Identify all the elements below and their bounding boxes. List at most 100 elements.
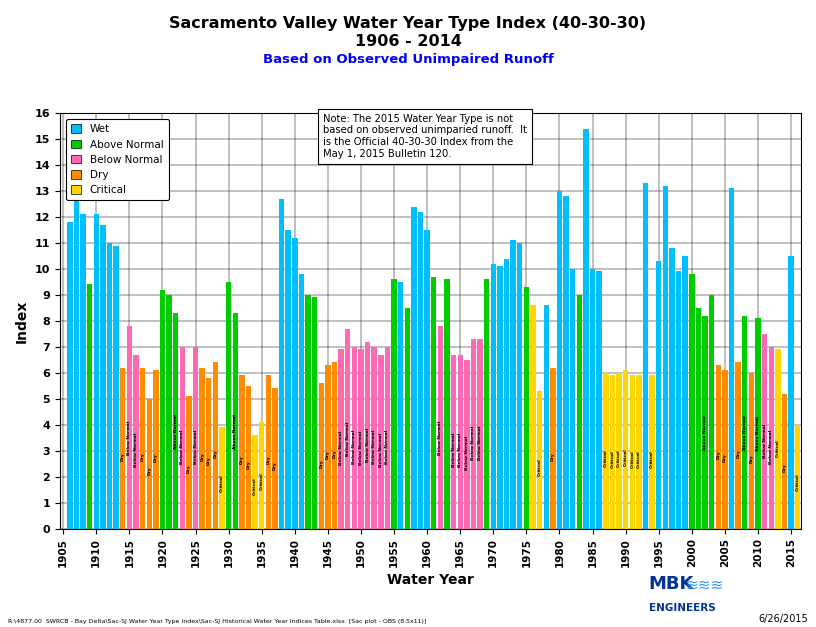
- Text: Below Normal: Below Normal: [769, 429, 774, 464]
- Text: Dry: Dry: [140, 452, 144, 461]
- Text: Note: The 2015 Water Year Type is not
based on observed unimparied runoff.  It
i: Note: The 2015 Water Year Type is not ba…: [323, 114, 527, 159]
- Bar: [345, 329, 350, 529]
- Bar: [775, 349, 781, 529]
- Bar: [206, 378, 211, 529]
- Legend: Wet, Above Normal, Below Normal, Dry, Critical: Wet, Above Normal, Below Normal, Dry, Cr…: [66, 119, 169, 201]
- Bar: [735, 362, 741, 529]
- Text: Dry: Dry: [723, 453, 727, 461]
- Bar: [689, 274, 694, 529]
- Text: Critical: Critical: [538, 458, 542, 475]
- Text: ENGINEERS: ENGINEERS: [649, 603, 716, 613]
- Bar: [610, 376, 615, 529]
- Bar: [643, 183, 648, 529]
- Text: Critical: Critical: [617, 450, 621, 467]
- Bar: [503, 258, 509, 529]
- Text: Above Normal: Above Normal: [703, 416, 707, 450]
- Text: Dry: Dry: [326, 451, 330, 460]
- Bar: [220, 428, 224, 529]
- Bar: [392, 279, 397, 529]
- Bar: [226, 282, 232, 529]
- Bar: [352, 347, 357, 529]
- Bar: [703, 315, 707, 529]
- Text: MBK: MBK: [649, 574, 694, 593]
- Bar: [636, 376, 641, 529]
- Bar: [557, 191, 562, 529]
- Text: Critical: Critical: [650, 451, 654, 468]
- Text: 1906 - 2014: 1906 - 2014: [355, 34, 461, 50]
- Bar: [669, 248, 675, 529]
- Bar: [471, 339, 477, 529]
- Text: Dry: Dry: [332, 450, 336, 458]
- Bar: [398, 282, 403, 529]
- Text: Below Normal: Below Normal: [193, 429, 197, 464]
- Text: Based on Observed Unimpaired Runoff: Based on Observed Unimpaired Runoff: [263, 53, 553, 66]
- Bar: [166, 295, 172, 529]
- Text: Below Normal: Below Normal: [127, 420, 131, 455]
- Text: Dry: Dry: [736, 450, 740, 458]
- Text: Dry: Dry: [214, 450, 217, 458]
- Bar: [676, 271, 681, 529]
- Bar: [477, 339, 483, 529]
- Bar: [411, 206, 417, 529]
- Bar: [384, 347, 390, 529]
- Text: Critical: Critical: [253, 478, 257, 495]
- Bar: [517, 243, 522, 529]
- Text: Above Normal: Above Normal: [756, 416, 760, 451]
- Bar: [682, 256, 688, 529]
- Text: Below Normal: Below Normal: [134, 433, 138, 468]
- Text: Critical: Critical: [796, 473, 800, 491]
- Bar: [279, 199, 284, 529]
- Bar: [140, 367, 145, 529]
- Bar: [126, 326, 132, 529]
- Bar: [266, 376, 271, 529]
- Bar: [292, 238, 298, 529]
- Bar: [80, 214, 86, 529]
- Bar: [437, 326, 443, 529]
- Bar: [67, 222, 73, 529]
- Bar: [451, 355, 456, 529]
- Text: Dry: Dry: [716, 451, 721, 460]
- Bar: [305, 295, 311, 529]
- Bar: [788, 256, 794, 529]
- Bar: [497, 266, 503, 529]
- Text: Below Normal: Below Normal: [346, 421, 350, 456]
- Text: Dry: Dry: [246, 460, 251, 469]
- Bar: [590, 269, 596, 529]
- Bar: [623, 370, 628, 529]
- Text: Below Normal: Below Normal: [763, 424, 766, 458]
- Bar: [795, 424, 800, 529]
- Bar: [596, 271, 602, 529]
- Bar: [722, 370, 728, 529]
- Bar: [696, 308, 701, 529]
- Bar: [405, 308, 410, 529]
- Text: Above Normal: Above Normal: [174, 414, 178, 449]
- Text: R:\4877.00  SWRCB - Bay Delta\Sac-SJ Water Year Type Index\Sac-SJ Historical Wat: R:\4877.00 SWRCB - Bay Delta\Sac-SJ Wate…: [8, 619, 427, 624]
- Bar: [286, 230, 290, 529]
- Bar: [616, 373, 622, 529]
- Bar: [570, 269, 575, 529]
- Text: Critical: Critical: [259, 472, 264, 490]
- Y-axis label: Index: Index: [15, 299, 29, 342]
- Bar: [709, 295, 714, 529]
- Text: Below Normal: Below Normal: [465, 436, 469, 470]
- Bar: [173, 313, 179, 529]
- Text: Critical: Critical: [776, 439, 780, 457]
- Text: ≋≋≋: ≋≋≋: [685, 577, 724, 593]
- Text: Below Normal: Below Normal: [372, 429, 376, 464]
- Bar: [729, 188, 734, 529]
- Bar: [252, 435, 258, 529]
- Bar: [100, 224, 105, 529]
- Bar: [484, 279, 490, 529]
- Text: Below Normal: Below Normal: [353, 429, 357, 464]
- Bar: [213, 362, 218, 529]
- Text: Below Normal: Below Normal: [366, 428, 370, 461]
- Bar: [180, 347, 185, 529]
- Bar: [133, 355, 139, 529]
- Bar: [73, 165, 79, 529]
- Text: Below Normal: Below Normal: [385, 429, 389, 464]
- Text: Below Normal: Below Normal: [451, 433, 455, 468]
- Text: Below Normal: Below Normal: [339, 431, 343, 465]
- Bar: [742, 315, 747, 529]
- Text: Below Normal: Below Normal: [359, 431, 363, 465]
- Bar: [656, 261, 662, 529]
